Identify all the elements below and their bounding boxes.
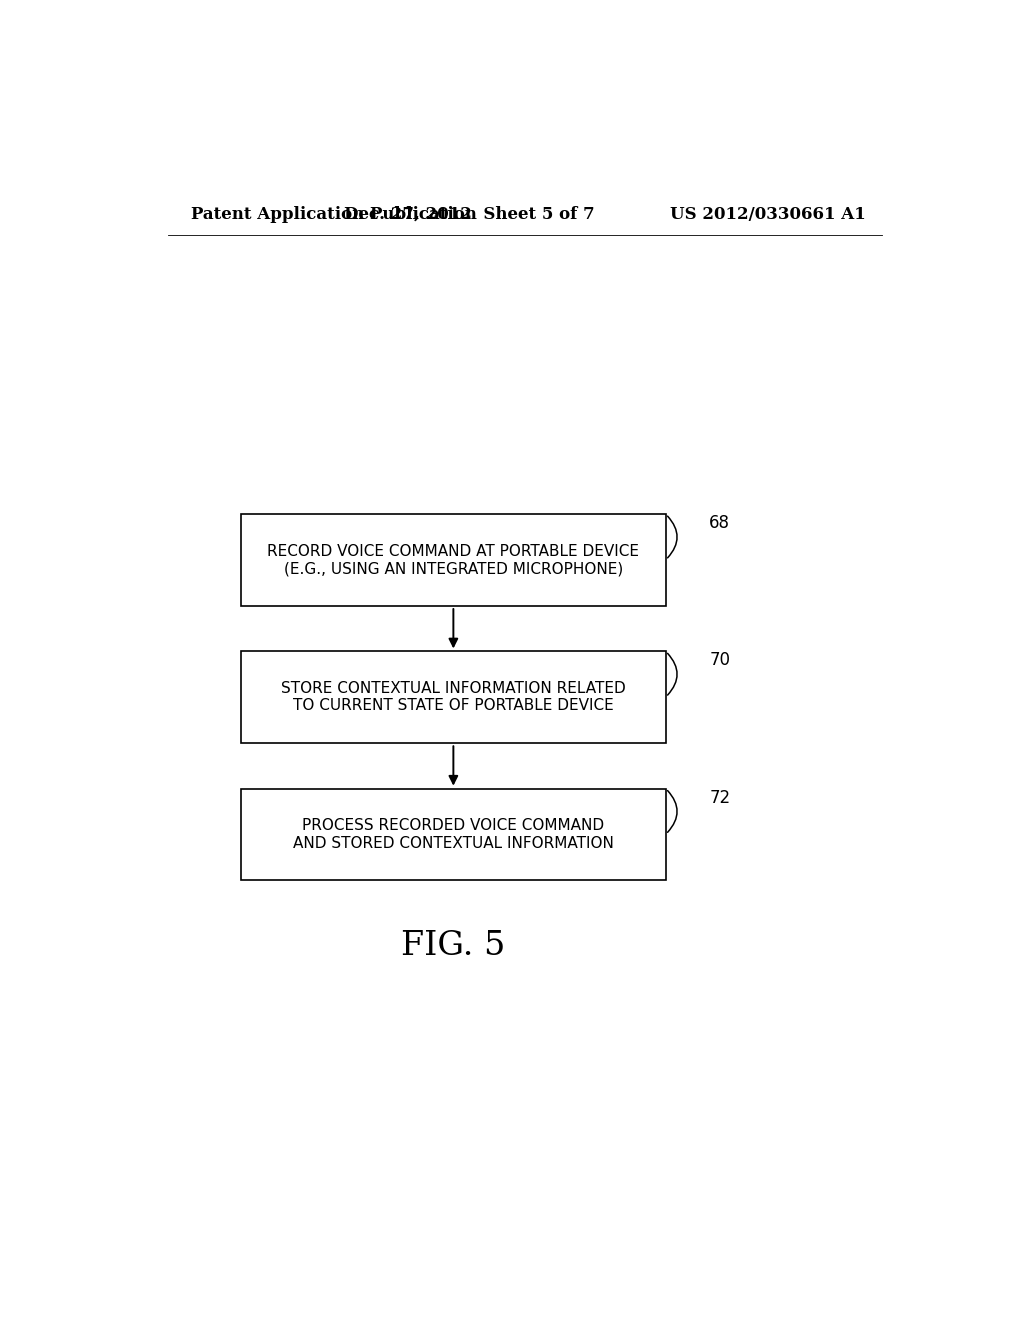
Text: STORE CONTEXTUAL INFORMATION RELATED
TO CURRENT STATE OF PORTABLE DEVICE: STORE CONTEXTUAL INFORMATION RELATED TO … bbox=[281, 681, 626, 713]
Bar bbox=[241, 515, 666, 606]
Text: 68: 68 bbox=[710, 515, 730, 532]
Text: US 2012/0330661 A1: US 2012/0330661 A1 bbox=[671, 206, 866, 223]
Text: Dec. 27, 2012  Sheet 5 of 7: Dec. 27, 2012 Sheet 5 of 7 bbox=[344, 206, 595, 223]
Text: 70: 70 bbox=[710, 651, 730, 669]
Text: Patent Application Publication: Patent Application Publication bbox=[191, 206, 477, 223]
Text: 72: 72 bbox=[710, 788, 730, 807]
Bar bbox=[241, 788, 666, 880]
Text: RECORD VOICE COMMAND AT PORTABLE DEVICE
(E.G., USING AN INTEGRATED MICROPHONE): RECORD VOICE COMMAND AT PORTABLE DEVICE … bbox=[267, 544, 639, 576]
Bar bbox=[241, 651, 666, 743]
Text: FIG. 5: FIG. 5 bbox=[401, 931, 506, 962]
Text: PROCESS RECORDED VOICE COMMAND
AND STORED CONTEXTUAL INFORMATION: PROCESS RECORDED VOICE COMMAND AND STORE… bbox=[293, 818, 613, 850]
